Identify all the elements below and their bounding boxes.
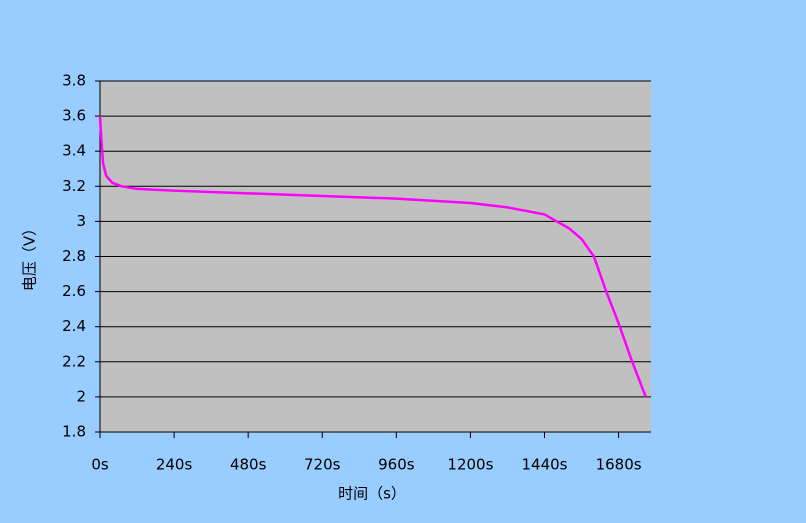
y-tick-label: 2.2 — [62, 352, 86, 370]
x-tick-label: 1680s — [596, 456, 642, 474]
x-axis-title: 时间（s） — [338, 485, 406, 503]
y-tick-label: 3.2 — [62, 177, 86, 195]
y-tick-label: 1.8 — [62, 423, 86, 441]
x-tick-label: 480s — [230, 456, 267, 474]
y-tick-label: 2 — [76, 387, 86, 405]
y-axis-title: 电压（V） — [21, 221, 39, 291]
y-tick-label: 3.6 — [62, 107, 86, 125]
x-tick-label: 0s — [91, 456, 109, 474]
y-tick-label: 3.8 — [62, 72, 86, 90]
y-tick-label: 2.4 — [62, 317, 86, 335]
y-tick-label: 3 — [76, 212, 86, 230]
x-tick-label: 720s — [304, 456, 341, 474]
x-tick-label: 960s — [378, 456, 415, 474]
y-tick-label: 3.4 — [62, 142, 86, 160]
y-tick-label: 2.8 — [62, 247, 86, 265]
x-tick-label: 1440s — [522, 456, 568, 474]
x-tick-label: 1200s — [447, 456, 493, 474]
x-tick-label: 240s — [156, 456, 193, 474]
data-line — [98, 116, 647, 398]
y-tick-label: 2.6 — [62, 282, 86, 300]
